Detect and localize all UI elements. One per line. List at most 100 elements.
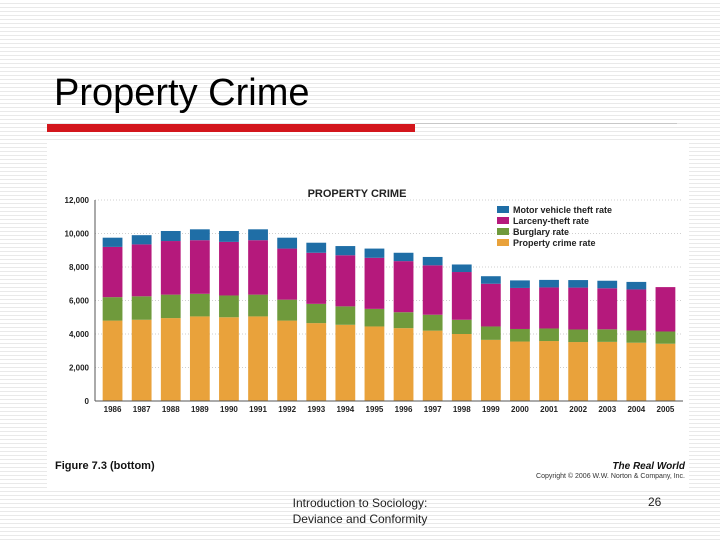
legend-label: Motor vehicle theft rate — [513, 205, 612, 215]
bar-larceny-2005 — [655, 287, 676, 332]
slide-title: Property Crime — [54, 72, 310, 114]
x-tick-label: 1987 — [133, 405, 151, 414]
x-tick-label: 2000 — [511, 405, 529, 414]
bar-motor-1986 — [102, 237, 123, 247]
bar-motor-1990 — [219, 230, 239, 242]
bar-larceny-1986 — [102, 246, 123, 298]
x-tick-label: 1992 — [278, 405, 296, 414]
bar-burglary-1998 — [451, 319, 472, 334]
bar-larceny-1995 — [364, 257, 385, 309]
y-tick-label: 0 — [85, 397, 90, 406]
x-tick-label: 1990 — [220, 405, 238, 414]
bar-motor-1994 — [335, 246, 356, 256]
figure-panel: PROPERTY CRIME 0 2,000 4,000 6,000 8,000 10,0… — [47, 140, 689, 488]
y-tick-label: 4,000 — [69, 330, 90, 339]
bar-larceny-1998 — [451, 272, 472, 320]
x-tick-label: 2004 — [627, 405, 645, 414]
chart-title: PROPERTY CRIME — [308, 188, 407, 200]
x-tick-label: 1996 — [395, 405, 413, 414]
bar-property-2005 — [655, 343, 676, 401]
y-tick-label: 8,000 — [69, 263, 90, 272]
bar-burglary-1992 — [277, 299, 298, 321]
bar-burglary-2002 — [568, 329, 589, 343]
bar-larceny-1997 — [422, 265, 443, 315]
bar-motor-1992 — [277, 237, 298, 249]
bar-larceny-1987 — [131, 244, 152, 297]
legend-label: Property crime rate — [513, 238, 596, 248]
bar-larceny-2001 — [539, 287, 559, 329]
bar-motor-1988 — [160, 230, 181, 242]
bar-burglary-2000 — [510, 328, 530, 342]
chart-bars — [102, 229, 676, 401]
bar-property-1991 — [248, 316, 268, 401]
bar-property-2004 — [626, 342, 647, 401]
legend-label: Larceny-theft rate — [513, 216, 589, 226]
bar-larceny-2000 — [510, 287, 530, 329]
bar-motor-2004 — [626, 281, 647, 290]
bar-property-1989 — [189, 316, 210, 401]
bar-property-1992 — [277, 320, 298, 401]
bar-property-1986 — [102, 320, 123, 401]
bar-property-2001 — [539, 341, 559, 401]
x-tick-label: 1993 — [307, 405, 325, 414]
bar-larceny-1992 — [277, 248, 298, 300]
bar-property-1990 — [219, 317, 239, 401]
x-tick-label: 2001 — [540, 405, 558, 414]
bar-motor-1993 — [306, 242, 327, 253]
bar-burglary-2004 — [626, 330, 647, 343]
x-tick-label: 1995 — [366, 405, 384, 414]
bar-property-1987 — [131, 319, 152, 401]
bar-burglary-1997 — [422, 314, 443, 331]
bar-burglary-1993 — [306, 303, 327, 324]
legend-swatch — [497, 228, 509, 235]
bar-property-1988 — [160, 318, 181, 401]
legend-swatch — [497, 206, 509, 213]
footer-line-2: Deviance and Conformity — [292, 512, 428, 526]
bar-larceny-1990 — [219, 241, 239, 296]
chart-gridlines — [95, 199, 683, 402]
bar-motor-1998 — [451, 264, 472, 273]
x-tick-label: 1994 — [336, 405, 354, 414]
legend-swatch — [497, 217, 509, 224]
bar-motor-1999 — [480, 276, 501, 284]
bar-motor-1991 — [248, 229, 268, 241]
publisher-brand: The Real World — [612, 461, 685, 472]
bar-larceny-1989 — [189, 240, 210, 294]
bar-larceny-1994 — [335, 255, 356, 307]
bar-property-2000 — [510, 341, 530, 401]
bar-motor-1995 — [364, 248, 385, 258]
legend-swatch — [497, 239, 509, 246]
x-tick-label: 2002 — [569, 405, 587, 414]
bar-larceny-1991 — [248, 240, 268, 295]
bar-motor-2002 — [568, 280, 589, 288]
bar-larceny-2004 — [626, 289, 647, 331]
figure-caption: Figure 7.3 (bottom) — [55, 460, 155, 472]
bar-property-2002 — [568, 342, 589, 401]
bar-property-1999 — [480, 339, 501, 401]
bar-burglary-1994 — [335, 306, 356, 325]
y-tick-label: 2,000 — [69, 364, 90, 373]
bar-larceny-1993 — [306, 252, 327, 304]
footer-line-1: Introduction to Sociology: — [292, 496, 428, 510]
bar-burglary-2003 — [597, 329, 618, 342]
bar-burglary-2001 — [539, 328, 559, 342]
bar-burglary-1986 — [102, 297, 123, 321]
bar-motor-1989 — [189, 229, 210, 241]
bar-property-1996 — [393, 328, 414, 401]
x-tick-label: 1997 — [424, 405, 442, 414]
bar-burglary-1996 — [393, 312, 414, 329]
bar-burglary-1988 — [160, 294, 181, 319]
page-number: 26 — [648, 495, 662, 509]
x-tick-label: 2005 — [657, 405, 675, 414]
bar-larceny-1999 — [480, 283, 501, 327]
bar-property-1994 — [335, 324, 356, 401]
x-tick-label: 1989 — [191, 405, 209, 414]
bar-larceny-1988 — [160, 241, 181, 295]
bar-larceny-2002 — [568, 287, 589, 330]
slide-footer: Introduction to Sociology: Deviance and … — [260, 495, 460, 527]
y-tick-label: 12,000 — [65, 196, 90, 205]
bar-motor-2000 — [510, 280, 530, 288]
bar-burglary-2005 — [655, 331, 676, 344]
bar-property-1997 — [422, 330, 443, 401]
